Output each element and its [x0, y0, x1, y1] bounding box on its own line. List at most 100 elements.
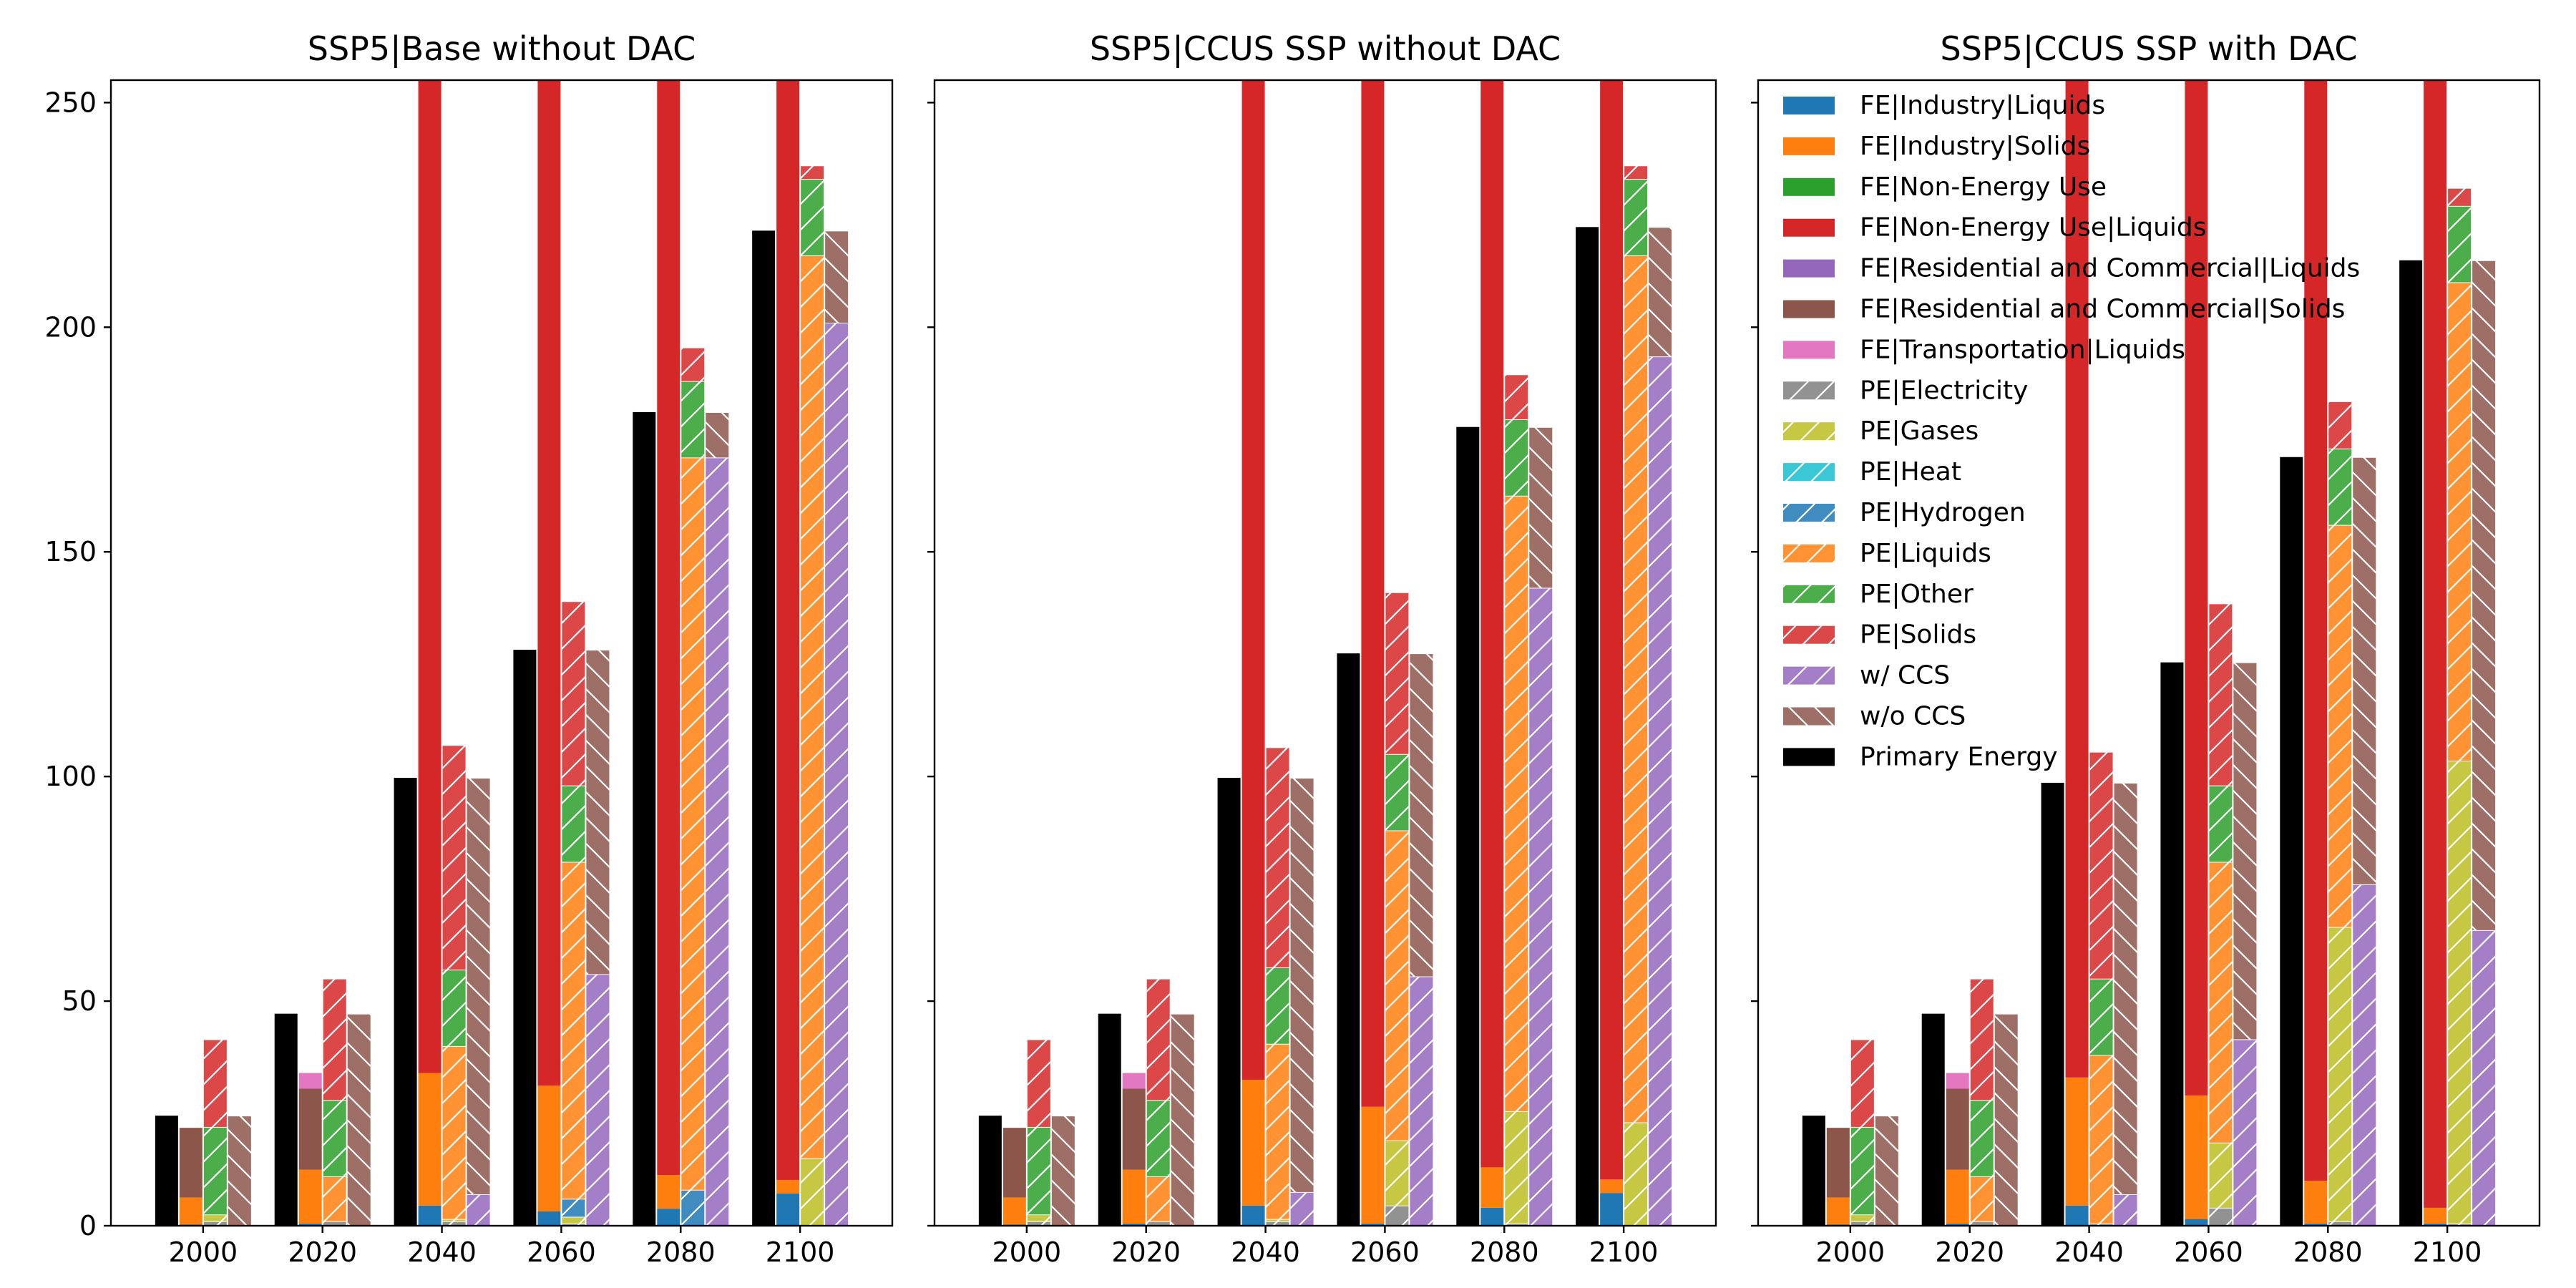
- bar-fe-industry-liquids-2040: [418, 1205, 441, 1226]
- bar-hatch-w-ccs-2080: [2353, 884, 2376, 1226]
- bar-fe-industry-liquids-2020: [298, 1223, 322, 1226]
- bar-hatch-w-ccs-2100: [1649, 356, 1672, 1226]
- legend-swatch-hatch: [1783, 422, 1835, 441]
- bar-fe-transportation-liquids-2020: [1946, 1073, 1969, 1089]
- bar-hatch-w-o-ccs-2020: [1171, 1013, 1194, 1226]
- bar-fe-industry-liquids-2100: [1600, 1193, 1624, 1226]
- bar-hatch-w-ccs-2060: [1410, 976, 1433, 1226]
- legend-item-pe-hydrogen: PE|Hydrogen: [1783, 498, 2026, 527]
- legend-swatch-hatch: [1783, 666, 1835, 685]
- bar-fe-industry-liquids-2080: [657, 1209, 680, 1226]
- bar-hatch-pe-electricity-2000: [1850, 1221, 1874, 1226]
- bar-fe-industry-solids-2080: [657, 1175, 680, 1209]
- bar-hatch-pe-solids-2080: [681, 347, 705, 381]
- bar-hatch-w-o-ccs-2080: [706, 411, 729, 458]
- bar-hatch-pe-solids-2060: [562, 601, 585, 786]
- legend-label: PE|Electricity: [1860, 376, 2028, 405]
- bar-hatch-pe-gases-2040: [1266, 1219, 1289, 1221]
- bar-hatch-w-o-ccs-2060: [1410, 653, 1433, 977]
- x-tick-label: 2100: [766, 1236, 835, 1268]
- bar-primary-energy-2000: [978, 1116, 1002, 1226]
- bar-fe-industry-liquids-2020: [1946, 1223, 1969, 1226]
- bar-hatch-pe-other-2020: [1970, 1100, 1994, 1176]
- bar-primary-energy-2060: [2160, 662, 2184, 1226]
- legend-item-pe-electricity: PE|Electricity: [1783, 376, 2028, 405]
- legend-label: PE|Liquids: [1860, 539, 1991, 568]
- bar-fe-industry-liquids-2100: [776, 1193, 800, 1226]
- bar-hatch-w-ccs-2080: [1529, 587, 1553, 1226]
- bar-hatch-w-o-ccs-2060: [586, 650, 610, 975]
- legend-label: FE|Residential and Commercial|Liquids: [1860, 254, 2360, 283]
- bar-hatch-pe-solids-2020: [1146, 978, 1170, 1101]
- bar-primary-energy-2040: [2041, 782, 2064, 1226]
- x-tick-label: 2080: [2293, 1236, 2363, 1268]
- bar-hatch-pe-other-2060: [1385, 753, 1409, 831]
- bar-hatch-w-o-ccs-2040: [467, 778, 490, 1195]
- bar-fe-non-energy-use-liquids-2100: [1600, 80, 1624, 1180]
- bar-hatch-pe-electricity-2080: [2328, 1221, 2352, 1226]
- x-tick-label: 2100: [1589, 1236, 1659, 1268]
- bar-primary-energy-2000: [155, 1116, 178, 1226]
- bar-fe-industry-solids-2040: [418, 1073, 441, 1206]
- bar-hatch-pe-solids-2100: [2448, 187, 2472, 206]
- bar-hatch-pe-other-2040: [442, 970, 466, 1046]
- legend-label: PE|Other: [1860, 580, 1974, 609]
- chart-panels: 2000 2020 2040 2060 2080 2100 0 50 100 150 200 250 S…: [44, 29, 2541, 1268]
- bar-hatch-pe-other-2000: [203, 1126, 227, 1215]
- bar-fe-transportation-liquids-2020: [1122, 1073, 1146, 1089]
- bar-hatch-pe-electricity-2040: [442, 1221, 466, 1226]
- bar-hatch-w-o-ccs-2000: [1051, 1116, 1075, 1226]
- y-tick-label: 0: [79, 1210, 97, 1241]
- bar-hatch-pe-gases-2100: [801, 1158, 824, 1226]
- bar-hatch-w-o-ccs-2040: [2114, 782, 2137, 1195]
- plot-area: [1802, 80, 2496, 1226]
- bar-hatch-w-o-ccs-2080: [2353, 457, 2376, 884]
- legend-item-pe-liquids: PE|Liquids: [1783, 539, 1991, 568]
- bar-hatch-pe-hydrogen-2060: [562, 1199, 585, 1217]
- bar-hatch-pe-other-2000: [1027, 1126, 1050, 1215]
- bar-primary-energy-2020: [1098, 1013, 1121, 1226]
- legend-swatch-hatch: [1783, 625, 1835, 644]
- bar-hatch-pe-solids-2040: [442, 745, 466, 970]
- bar-hatch-pe-solids-2060: [2209, 603, 2233, 786]
- bar-hatch-pe-gases-2080: [1505, 1111, 1528, 1224]
- bar-primary-energy-2080: [1456, 426, 1480, 1226]
- bar-hatch-pe-gases-2100: [2448, 761, 2472, 1224]
- legend-swatch-hatch: [1783, 544, 1835, 562]
- bar-hatch-pe-liquids-2080: [2328, 525, 2352, 927]
- bar-primary-energy-2020: [274, 1013, 298, 1226]
- legend-item-fe-industry-liquids: FE|Industry|Liquids: [1783, 91, 2105, 120]
- legend-item-fe-residential-and-commercial-liquids: FE|Residential and Commercial|Liquids: [1783, 254, 2360, 283]
- legend-swatch: [1783, 300, 1835, 318]
- x-tick-label: 2040: [407, 1236, 477, 1268]
- y-tick-label: 100: [44, 761, 97, 792]
- bar-hatch-pe-liquids-2080: [681, 457, 705, 1190]
- bar-hatch-pe-solids-2080: [2328, 401, 2352, 449]
- legend-item-fe-transportation-liquids: FE|Transportation|Liquids: [1783, 335, 2185, 364]
- bar-primary-energy-2040: [1217, 778, 1241, 1226]
- legend-swatch: [1783, 341, 1835, 359]
- bar-fe-industry-solids-2060: [2185, 1095, 2208, 1219]
- legend-swatch-hatch: [1783, 381, 1835, 400]
- bar-hatch-pe-gases-2080: [2328, 927, 2352, 1221]
- bar-hatch-pe-liquids-2020: [1970, 1176, 1994, 1221]
- bar-primary-energy-2080: [633, 411, 656, 1226]
- bar-hatch-w-o-ccs-2000: [228, 1116, 251, 1226]
- bar-hatch-pe-electricity-2040: [2089, 1223, 2113, 1226]
- bar-hatch-pe-other-2080: [2328, 448, 2352, 525]
- bar-fe-industry-liquids-2040: [2065, 1205, 2089, 1226]
- bar-hatch-w-ccs-2040: [2114, 1194, 2137, 1226]
- bar-hatch-w-o-ccs-2060: [2233, 662, 2257, 1040]
- bar-hatch-pe-other-2080: [1505, 419, 1528, 496]
- bar-hatch-pe-other-2020: [1146, 1100, 1170, 1176]
- legend-label: PE|Hydrogen: [1860, 498, 2026, 527]
- legend-swatch: [1783, 259, 1835, 278]
- legend-swatch: [1783, 177, 1835, 196]
- legend-item-pe-solids: PE|Solids: [1783, 620, 1976, 650]
- x-tick-label: 2100: [2413, 1236, 2482, 1268]
- x-tick-label: 2020: [288, 1236, 357, 1268]
- bar-hatch-pe-electricity-2060: [562, 1223, 585, 1226]
- bar-fe-non-energy-use-liquids-2060: [1361, 80, 1385, 1107]
- bar-fe-industry-solids-2060: [537, 1085, 561, 1211]
- x-tick-label: 2060: [2174, 1236, 2243, 1268]
